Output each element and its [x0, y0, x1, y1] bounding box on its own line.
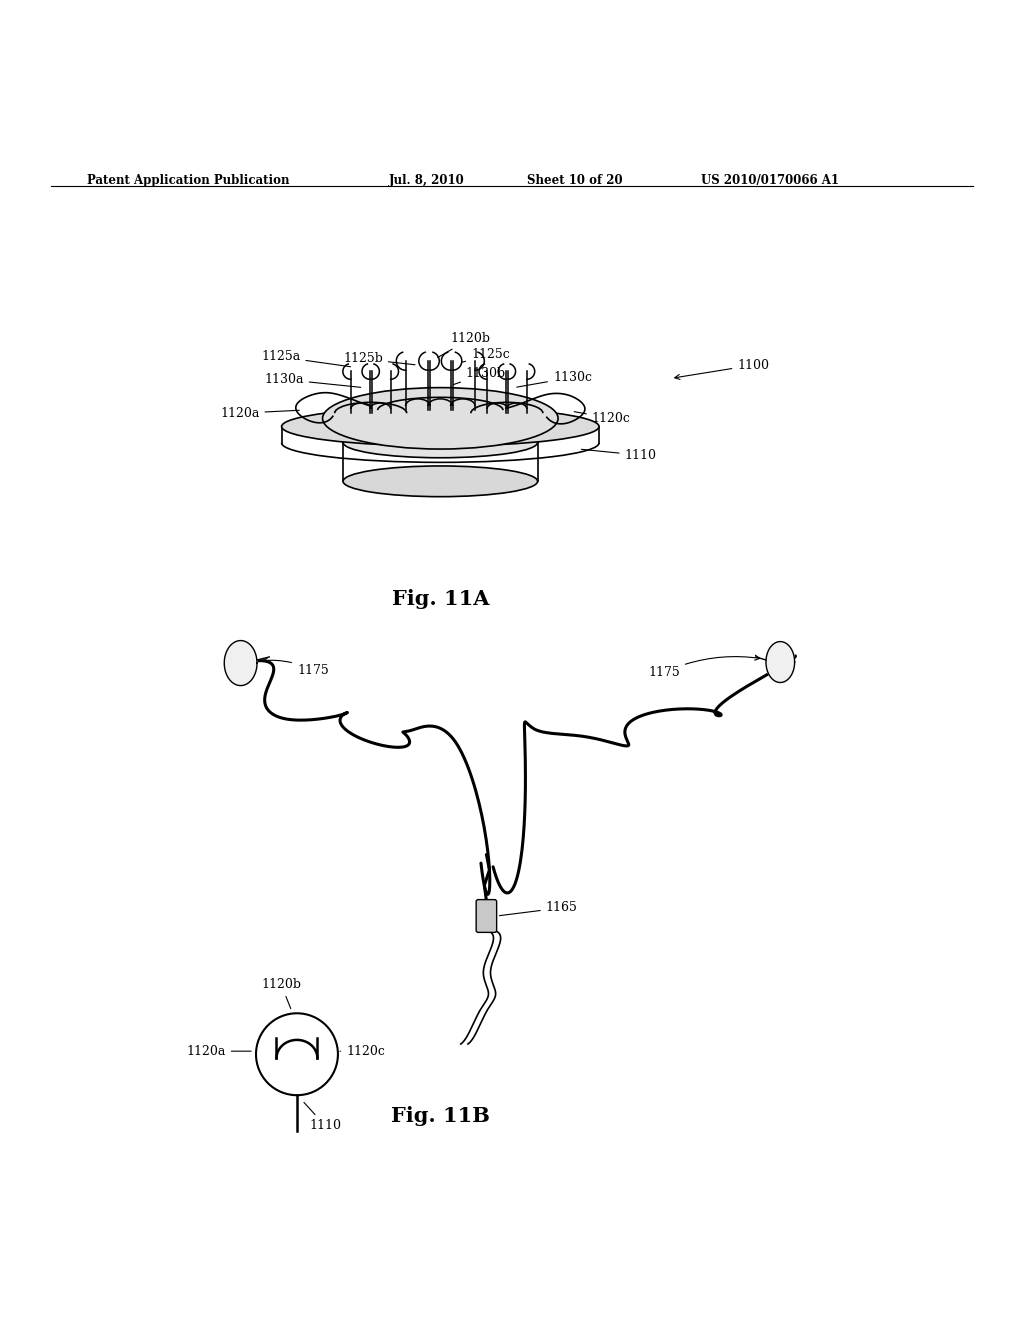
Text: 1120c: 1120c — [340, 1044, 385, 1057]
Text: Sheet 10 of 20: Sheet 10 of 20 — [527, 174, 623, 186]
Ellipse shape — [282, 407, 599, 446]
Text: Fig. 11B: Fig. 11B — [391, 1106, 489, 1126]
FancyBboxPatch shape — [476, 900, 497, 932]
Ellipse shape — [343, 428, 538, 458]
Text: Jul. 8, 2010: Jul. 8, 2010 — [389, 174, 465, 186]
Text: US 2010/0170066 A1: US 2010/0170066 A1 — [701, 174, 840, 186]
Polygon shape — [766, 642, 795, 682]
Text: Fig. 11A: Fig. 11A — [391, 589, 489, 609]
Text: 1110: 1110 — [304, 1102, 341, 1133]
Ellipse shape — [323, 388, 558, 449]
Text: Patent Application Publication: Patent Application Publication — [87, 174, 290, 186]
Text: 1165: 1165 — [500, 902, 578, 916]
Circle shape — [256, 1014, 338, 1096]
Text: 1120c: 1120c — [574, 412, 631, 425]
Text: 1125b: 1125b — [343, 352, 415, 366]
Text: 1130c: 1130c — [517, 371, 592, 387]
Text: 1130b: 1130b — [454, 367, 506, 384]
Text: 1125c: 1125c — [462, 348, 510, 363]
Text: 1120a: 1120a — [186, 1044, 251, 1057]
Text: 1120b: 1120b — [261, 978, 301, 1008]
Text: 1100: 1100 — [675, 359, 769, 379]
Text: 1175: 1175 — [648, 655, 760, 678]
Polygon shape — [224, 640, 257, 685]
Ellipse shape — [343, 466, 538, 496]
Text: 1125a: 1125a — [261, 350, 350, 367]
Text: 1120b: 1120b — [437, 331, 490, 358]
Text: 1175: 1175 — [263, 657, 329, 677]
Text: 1110: 1110 — [582, 449, 656, 462]
Text: 1120a: 1120a — [220, 407, 299, 420]
Text: 1130a: 1130a — [264, 374, 360, 387]
